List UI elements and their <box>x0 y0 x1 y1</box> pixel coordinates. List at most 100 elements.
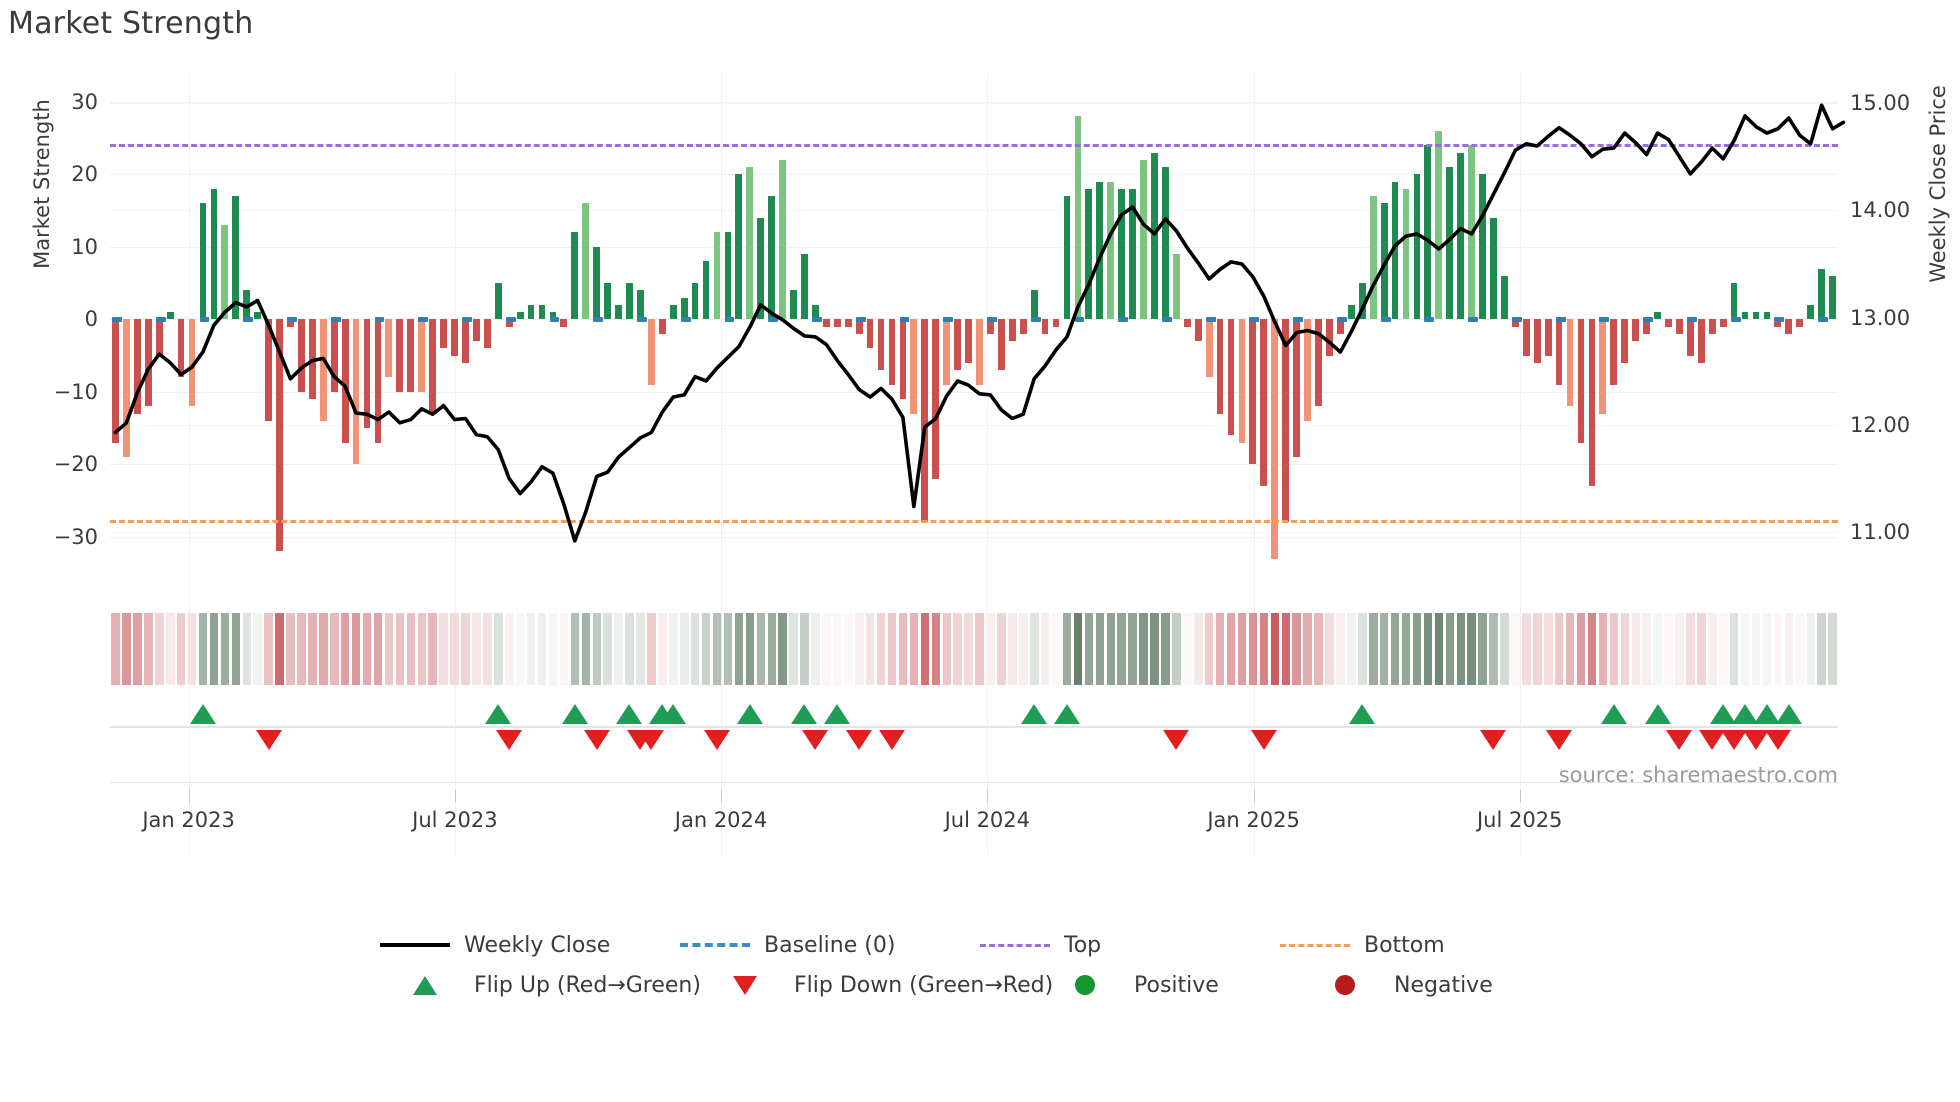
heatmap-cell <box>308 613 317 685</box>
market-strength-bar <box>1282 319 1290 523</box>
market-strength-bar <box>1205 319 1213 378</box>
market-strength-bar <box>1227 319 1235 436</box>
heatmap-cell <box>187 613 197 685</box>
heatmap-cell <box>1434 613 1444 685</box>
legend-item[interactable]: Positive <box>1050 973 1310 998</box>
heatmap-cell <box>712 613 722 685</box>
heatmap-cell <box>286 613 295 685</box>
market-strength-bar <box>997 319 1005 371</box>
flip-down-marker <box>703 730 730 750</box>
market-strength-bar <box>1796 319 1804 327</box>
market-strength-bar <box>483 319 491 349</box>
market-strength-bar <box>1358 283 1366 320</box>
market-strength-bar <box>1008 319 1016 342</box>
market-strength-bar <box>1818 268 1825 320</box>
market-strength-bar <box>976 319 983 385</box>
heatmap-cell <box>1117 613 1126 685</box>
market-strength-bar <box>440 319 447 349</box>
legend-glyph <box>680 943 750 947</box>
market-strength-bar <box>144 319 152 407</box>
market-strength-bar <box>494 283 502 320</box>
market-strength-bar <box>1271 319 1279 559</box>
legend-label: Negative <box>1394 972 1493 998</box>
baseline-zero-marker <box>724 316 735 322</box>
gridline-vertical <box>454 73 456 855</box>
heatmap-cell <box>505 613 514 685</box>
heatmap-cell <box>1423 613 1433 685</box>
baseline-zero-marker <box>637 316 647 322</box>
baseline-zero-marker <box>1599 316 1610 322</box>
heatmap-cell <box>1664 613 1673 685</box>
heatmap-cell <box>264 613 273 685</box>
market-strength-bar <box>1238 319 1246 443</box>
market-strength-bar <box>1096 181 1104 320</box>
heatmap-cell <box>1456 613 1466 685</box>
market-strength-bar <box>1107 181 1115 320</box>
heatmap-cell <box>975 613 984 685</box>
legend-item[interactable]: Negative <box>1310 973 1570 998</box>
heatmap-cell <box>570 613 580 685</box>
heatmap-cell <box>253 613 262 685</box>
legend-item[interactable]: Flip Up (Red→Green) <box>390 973 710 998</box>
market-strength-bar <box>1544 319 1552 356</box>
market-strength-bar <box>1763 312 1771 320</box>
heatmap-cell <box>1817 613 1826 685</box>
flip-down-marker <box>1721 730 1748 750</box>
market-strength-bar <box>1172 254 1180 320</box>
market-strength-bar <box>987 319 994 334</box>
heatmap-cell <box>614 613 623 685</box>
flip-axis-line <box>110 726 1838 728</box>
legend-item[interactable]: Flip Down (Green→Red) <box>710 973 1053 998</box>
market-strength-bar <box>1555 319 1563 385</box>
baseline-zero-marker <box>812 316 822 322</box>
market-strength-bar <box>702 261 710 320</box>
heatmap-cell <box>1325 613 1334 685</box>
market-strength-bar <box>604 283 611 320</box>
heatmap-cell <box>865 613 875 685</box>
x-axis-tick-label: Jul 2025 <box>1476 808 1563 832</box>
heatmap-cell <box>1500 613 1509 685</box>
legend-item[interactable]: Top <box>980 933 1280 958</box>
heatmap-cell <box>461 613 470 685</box>
market-strength-bar <box>1304 319 1311 421</box>
heatmap-cell <box>1226 613 1236 685</box>
baseline-zero-marker <box>1162 316 1172 322</box>
flip-down-marker <box>1546 730 1573 750</box>
market-strength-bar <box>221 225 229 320</box>
flip-down-marker <box>878 730 905 750</box>
heatmap-cell <box>1215 613 1225 685</box>
heatmap-cell <box>1008 613 1017 685</box>
market-strength-bar <box>1522 319 1530 356</box>
heatmap-cell <box>330 613 339 685</box>
market-strength-bar <box>385 319 393 378</box>
market-strength-bar <box>1019 319 1027 334</box>
heatmap-cell <box>1719 613 1728 685</box>
market-strength-bar <box>1183 319 1191 327</box>
market-strength-bar <box>779 159 786 320</box>
gridline-horizontal <box>110 391 1838 393</box>
flip-down-marker <box>1742 730 1769 750</box>
baseline-zero-marker <box>505 316 516 322</box>
legend-item[interactable]: Baseline (0) <box>680 933 980 958</box>
heatmap-cell <box>669 613 678 685</box>
legend-item[interactable]: Weekly Close <box>380 933 680 958</box>
market-strength-bar <box>210 188 218 320</box>
negative-dot-icon <box>1335 975 1355 995</box>
baseline-zero-marker <box>1030 316 1041 322</box>
legend-item[interactable]: Bottom <box>1280 933 1580 958</box>
market-strength-bar <box>637 290 644 320</box>
heatmap-cell <box>1522 613 1531 685</box>
heatmap-cell <box>1511 613 1520 685</box>
heatmap-cell <box>723 613 733 685</box>
heatmap-cell <box>1281 613 1291 685</box>
heatmap-cell <box>603 613 612 685</box>
heatmap-cell <box>1642 613 1651 685</box>
heatmap-cell <box>483 613 492 685</box>
flip-down-marker <box>1480 730 1507 750</box>
strength-heatmap-strip <box>110 613 1838 685</box>
heatmap-cell <box>1029 613 1039 685</box>
market-strength-bar <box>582 203 590 320</box>
baseline-dash-icon <box>680 943 750 947</box>
heatmap-cell <box>1751 613 1761 685</box>
lower-divider-rule <box>110 782 1838 783</box>
